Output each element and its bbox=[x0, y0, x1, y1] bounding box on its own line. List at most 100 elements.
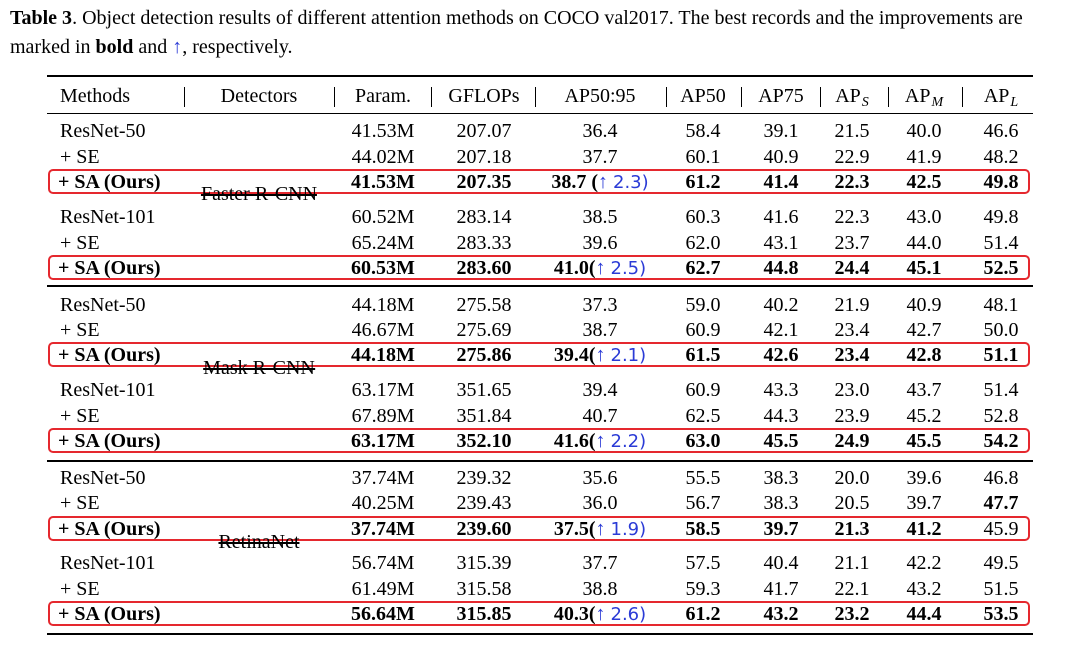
gflops-cell: 352.10 bbox=[456, 430, 512, 452]
ap75-cell: 38.3 bbox=[763, 467, 799, 489]
header-ap50: AP50 bbox=[680, 85, 726, 107]
apl-cell: 48.2 bbox=[983, 146, 1019, 168]
highlight-box bbox=[48, 255, 1030, 280]
method-cell: + SA (Ours) bbox=[58, 257, 161, 279]
highlight-box bbox=[48, 428, 1030, 453]
apm-cell: 44.0 bbox=[906, 232, 942, 254]
improvement-value: 2.3) bbox=[613, 172, 649, 193]
ap75-cell: 42.6 bbox=[763, 344, 799, 366]
param-cell: 63.17M bbox=[351, 430, 415, 452]
apm-cell: 41.2 bbox=[906, 518, 942, 540]
method-cell: ResNet-101 bbox=[60, 379, 156, 401]
gflops-cell: 315.39 bbox=[456, 552, 512, 574]
header-detectors: Detectors bbox=[220, 85, 298, 107]
ap5095-value: 38.7 bbox=[582, 319, 618, 341]
detector-label: RetinaNet bbox=[218, 530, 300, 554]
ap5095-value: 38.5 bbox=[582, 206, 618, 228]
gflops-cell: 275.86 bbox=[456, 344, 512, 366]
ap5095-cell: 39.6 bbox=[583, 231, 618, 255]
ap75-cell: 40.4 bbox=[763, 552, 799, 574]
gflops-cell: 207.07 bbox=[456, 120, 512, 142]
header-divider bbox=[184, 87, 185, 107]
gflops-cell: 207.35 bbox=[456, 171, 512, 193]
aps-cell: 22.3 bbox=[834, 206, 870, 228]
strike-line bbox=[218, 542, 300, 544]
strike-line bbox=[200, 194, 318, 196]
ap50-cell: 62.5 bbox=[685, 405, 721, 427]
apm-cell: 42.5 bbox=[906, 171, 942, 193]
highlight-box bbox=[48, 342, 1030, 367]
header-apl-sub: L bbox=[1010, 95, 1019, 110]
highlight-box bbox=[48, 601, 1030, 626]
ap5095-cell: 38.7 (↑ 2.3) bbox=[551, 170, 648, 195]
ap5095-cell: 38.8 bbox=[583, 577, 618, 601]
ap50-cell: 59.3 bbox=[685, 578, 721, 600]
aps-cell: 23.2 bbox=[834, 603, 870, 625]
aps-cell: 22.9 bbox=[834, 146, 870, 168]
header-divider bbox=[820, 87, 821, 107]
apl-cell: 51.5 bbox=[983, 578, 1019, 600]
ap75-cell: 44.8 bbox=[763, 257, 799, 279]
param-cell: 65.24M bbox=[351, 232, 415, 254]
group-rule bbox=[47, 460, 1033, 462]
ap50-cell: 55.5 bbox=[685, 467, 721, 489]
improvement-value: 1.9) bbox=[610, 519, 647, 540]
header-aps-main: AP bbox=[835, 85, 861, 107]
improvement-value: 2.1) bbox=[610, 345, 647, 366]
aps-cell: 22.1 bbox=[834, 578, 870, 600]
improvement-arrow: ↑ bbox=[595, 344, 611, 366]
aps-cell: 20.0 bbox=[834, 467, 870, 489]
ap5095-value: 36.0 bbox=[582, 492, 618, 514]
detector-label: Mask R-CNN bbox=[203, 356, 315, 380]
param-cell: 37.74M bbox=[351, 467, 415, 489]
param-cell: 41.53M bbox=[351, 171, 415, 193]
aps-cell: 20.5 bbox=[834, 492, 870, 514]
method-cell: ResNet-50 bbox=[60, 294, 146, 316]
ap50-cell: 60.1 bbox=[685, 146, 721, 168]
ap5095-value: 39.4 bbox=[582, 379, 618, 401]
ap5095-value: 41.6( bbox=[553, 430, 596, 452]
param-cell: 60.52M bbox=[351, 206, 415, 228]
ap50-cell: 58.5 bbox=[685, 518, 721, 540]
param-cell: 44.02M bbox=[351, 146, 415, 168]
apl-cell: 52.5 bbox=[983, 257, 1019, 279]
header-methods: Methods bbox=[60, 85, 130, 107]
method-cell: + SE bbox=[60, 405, 100, 427]
ap5095-value: 39.4( bbox=[553, 344, 596, 366]
header-aps: APS bbox=[835, 84, 869, 115]
gflops-cell: 207.18 bbox=[456, 146, 512, 168]
method-cell: + SA (Ours) bbox=[58, 171, 161, 193]
apm-cell: 39.7 bbox=[906, 492, 942, 514]
ap5095-cell: 39.4 bbox=[583, 378, 618, 402]
ap5095-value: 39.6 bbox=[582, 232, 618, 254]
method-cell: + SE bbox=[60, 319, 100, 341]
caption-arrow: ↑ bbox=[172, 36, 183, 58]
ap75-cell: 44.3 bbox=[763, 405, 799, 427]
improvement-arrow: ↑ bbox=[595, 430, 611, 452]
ap5095-value: 40.7 bbox=[582, 405, 618, 427]
gflops-cell: 283.60 bbox=[456, 257, 512, 279]
gflops-cell: 275.69 bbox=[456, 319, 512, 341]
gflops-cell: 275.58 bbox=[456, 294, 512, 316]
caption-bold-word: bold bbox=[95, 36, 134, 58]
param-cell: 56.64M bbox=[351, 603, 415, 625]
header-gflops: GFLOPs bbox=[448, 85, 520, 107]
ap50-cell: 59.0 bbox=[685, 294, 721, 316]
method-cell: ResNet-101 bbox=[60, 206, 156, 228]
apm-cell: 42.2 bbox=[906, 552, 942, 574]
ap75-cell: 38.3 bbox=[763, 492, 799, 514]
improvement-value: 2.5) bbox=[610, 258, 647, 279]
gflops-cell: 239.60 bbox=[456, 518, 512, 540]
ap50-cell: 61.2 bbox=[685, 171, 721, 193]
apl-cell: 51.4 bbox=[983, 232, 1019, 254]
ap50-cell: 60.9 bbox=[685, 379, 721, 401]
header-divider bbox=[962, 87, 963, 107]
header-divider bbox=[535, 87, 536, 107]
gflops-cell: 283.33 bbox=[456, 232, 512, 254]
method-cell: + SA (Ours) bbox=[58, 518, 161, 540]
ap5095-cell: 37.3 bbox=[583, 293, 618, 317]
caption-text-2: and bbox=[133, 36, 173, 58]
aps-cell: 23.7 bbox=[834, 232, 870, 254]
apl-cell: 46.6 bbox=[983, 120, 1019, 142]
ap5095-cell: 37.7 bbox=[583, 551, 618, 575]
